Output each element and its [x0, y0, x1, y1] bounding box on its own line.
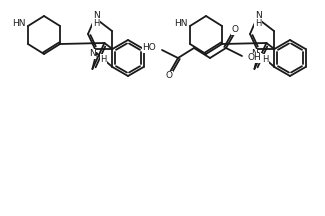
- Text: O: O: [165, 71, 173, 81]
- Text: N: N: [254, 11, 261, 21]
- Text: HN: HN: [175, 19, 188, 29]
- Text: OH: OH: [248, 54, 262, 62]
- Text: H: H: [262, 54, 269, 64]
- Text: N: N: [251, 49, 257, 59]
- Text: O: O: [231, 25, 239, 35]
- Text: H: H: [93, 19, 99, 27]
- Text: HO: HO: [142, 43, 156, 52]
- Text: H: H: [100, 54, 107, 64]
- Text: HN: HN: [12, 19, 26, 29]
- Text: H: H: [255, 19, 261, 27]
- Text: N: N: [89, 49, 96, 59]
- Text: N: N: [93, 11, 99, 21]
